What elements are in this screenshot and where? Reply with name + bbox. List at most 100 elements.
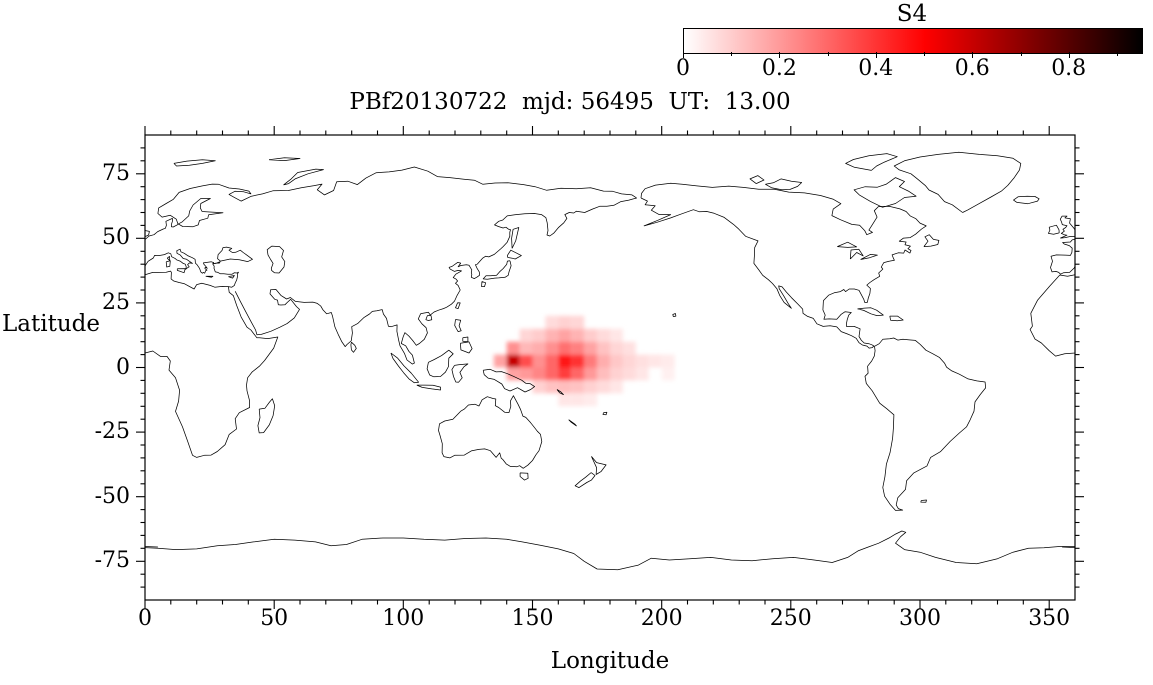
coastline-borneo (426, 349, 454, 378)
axis-ticks (136, 126, 1084, 609)
colorbar-tick-label: 0.2 (761, 56, 797, 81)
coastline-ireland (1048, 224, 1060, 235)
y-tick-label: 0 (116, 354, 130, 380)
coastline-uk (145, 229, 150, 237)
y-tick-label: 25 (102, 289, 130, 315)
coastline-corsica (166, 256, 171, 261)
coastline-corsica (1097, 256, 1100, 260)
y-tick-label: 50 (102, 225, 130, 251)
coastline-greenland (893, 151, 1022, 213)
coastline-philippines_visayas (462, 336, 469, 343)
colorbar-tick (1116, 52, 1118, 56)
y-tick-label: -25 (94, 419, 130, 445)
colorbar-tick (683, 52, 684, 58)
x-tick-label: 100 (382, 606, 425, 631)
coastline-hainan (425, 315, 433, 321)
coastline-novaya_zemlya (283, 168, 324, 186)
coastline-great_lakes_superior (837, 241, 858, 248)
coastline-sakhalin (511, 227, 520, 249)
coastline-japan_honshu (482, 260, 512, 280)
coastline-north_america (640, 182, 927, 349)
coastline-south_america (0, 338, 56, 510)
x-tick-label: 150 (511, 606, 554, 631)
coastline-new_caledonia (568, 419, 577, 427)
coastline-new_zealand_south (574, 472, 596, 488)
coastline-africa (145, 270, 279, 458)
coastline-caspian_sea (266, 245, 286, 274)
colorbar-tick (731, 52, 733, 56)
coastline-baltic_sea (1108, 199, 1153, 227)
coastline-great_lakes_michigan_huron (849, 248, 864, 260)
coastline-fiji (602, 411, 608, 416)
y-tick-label: -50 (94, 483, 130, 509)
colorbar-title: S4 (896, 1, 928, 27)
x-tick-label: 250 (769, 606, 812, 631)
colorbar-tick (827, 52, 829, 56)
coastline-taiwan (455, 302, 461, 309)
plot-title: PBf20130722 mjd: 56495 UT: 13.00 (349, 89, 791, 115)
coastline-victoria (765, 178, 803, 191)
x-tick-label: 50 (260, 606, 289, 631)
colorbar-tick (1068, 52, 1070, 58)
colorbar-tick-label: 0.8 (1051, 56, 1087, 81)
coastline-new_guinea (482, 368, 535, 393)
s4-heatmap (493, 315, 675, 407)
coastline-cyprus (228, 275, 235, 279)
coastline-eurasia (1050, 238, 1075, 275)
coastline-sulawesi (451, 363, 469, 383)
coastline-philippines_luzon (454, 319, 462, 332)
coastline-sardinia (165, 260, 171, 268)
colorbar-tick (875, 52, 877, 58)
plot-border (144, 134, 1076, 601)
coastlines (0, 151, 1153, 571)
y-axis-title: Latitude (2, 311, 100, 337)
coastline-great_lakes_erie_ontario (860, 254, 878, 260)
coastline-antarctica (145, 530, 1075, 571)
coastline-newfoundland (0, 235, 9, 247)
coastline-sardinia (1096, 261, 1100, 267)
coastline-new_zealand_north (591, 456, 607, 475)
coastline-sicily (176, 268, 186, 274)
colorbar-tick-label: 0.6 (954, 56, 990, 81)
x-tick-label: 0 (138, 606, 152, 631)
colorbar-tick (779, 52, 781, 58)
x-tick-label: 200 (640, 606, 683, 631)
coastline-svalbard (1104, 160, 1145, 166)
coastline-newfoundland (923, 234, 940, 247)
coastline-japan_hokkaido (507, 249, 522, 260)
map-plot-area (136, 126, 1084, 609)
coastline-crete (205, 275, 214, 278)
coastline-svalbard (173, 159, 216, 167)
coastline-hawaii (672, 313, 677, 317)
coastline-java (416, 384, 441, 391)
coastline-iceland (84, 196, 110, 204)
coastline-south_america (864, 337, 986, 511)
coastline-madagascar (257, 398, 276, 434)
coastline-uk (1059, 215, 1075, 239)
coastline-antarctica (1062, 546, 1075, 549)
coastline-solomons (556, 389, 564, 395)
coastline-banks (749, 175, 765, 184)
x-tick-label: 300 (899, 606, 941, 631)
coastline-australia (438, 395, 543, 469)
coastline-philippines_mindanao (460, 341, 473, 354)
coastline-crete (1136, 276, 1143, 277)
coastline-eurasia (145, 166, 637, 365)
coastline-baffin (853, 177, 917, 208)
y-tick-label: -75 (94, 548, 130, 574)
colorbar-tick-label: 0 (676, 56, 690, 81)
x-tick-label: 350 (1028, 606, 1071, 631)
coastline-sri_lanka (350, 341, 357, 353)
colorbar-gradient (683, 28, 1143, 54)
colorbar-tick (1020, 52, 1022, 56)
coastline-falklands (920, 499, 927, 503)
coastline-ellesmere (845, 153, 898, 171)
coastline-hispaniola (889, 315, 904, 322)
coastline-black_sea (217, 246, 253, 262)
coastline-japan_kyushu (481, 281, 487, 287)
coastline-sumatra (390, 352, 419, 384)
coastline-baltic_sea (178, 198, 224, 228)
coastline-cuba (857, 307, 884, 316)
world-map-svg (136, 126, 1084, 609)
